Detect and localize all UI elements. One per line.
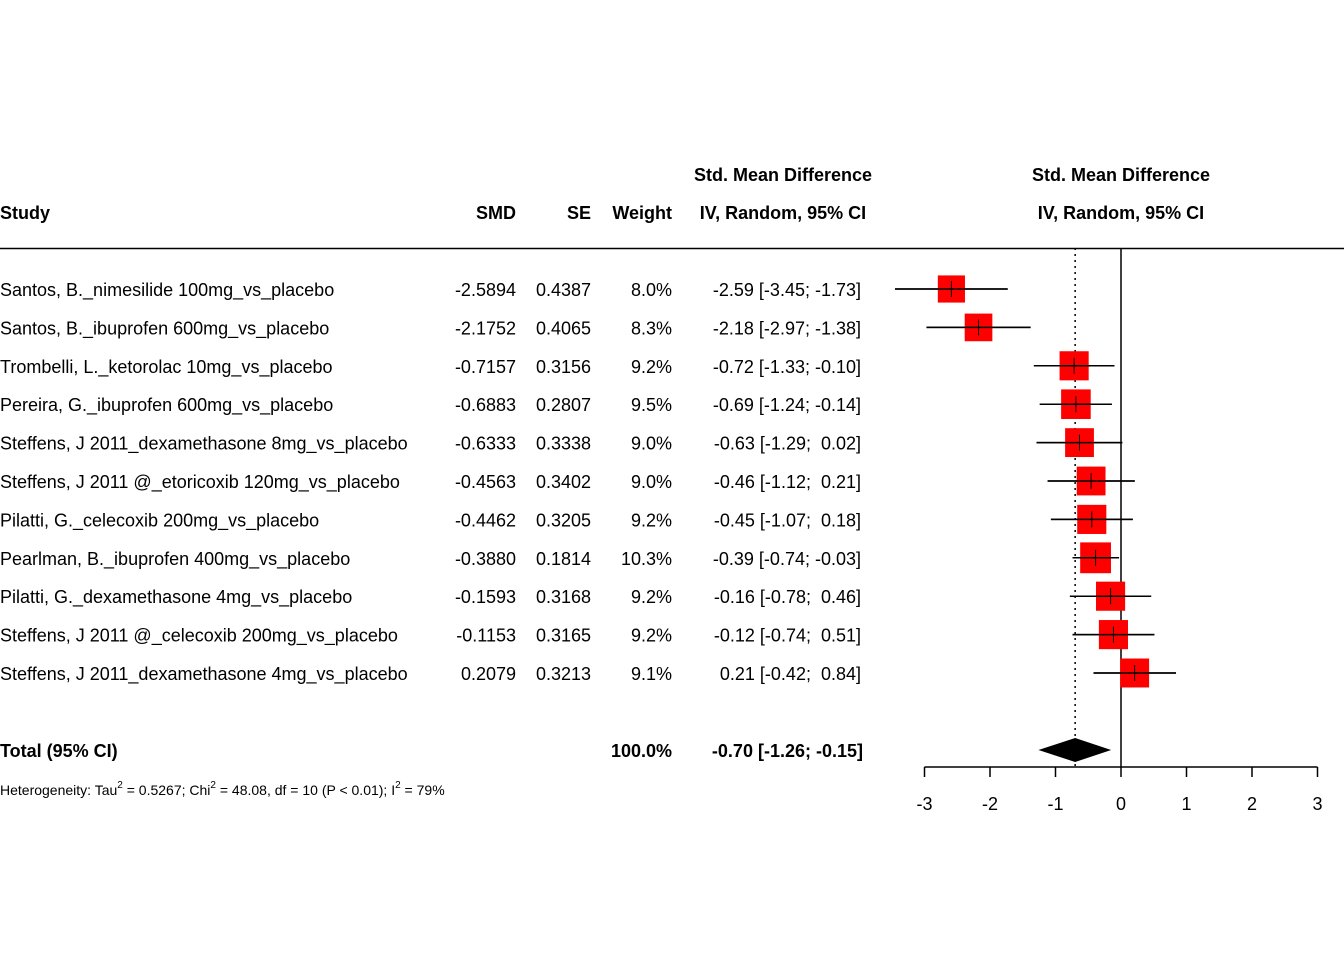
study-weight: 9.0%: [631, 434, 672, 454]
x-tick-label: 0: [1116, 794, 1126, 814]
header-smd: SMD: [476, 203, 516, 223]
study-smd: -0.6883: [455, 395, 516, 415]
header-plot-bottom: IV, Random, 95% CI: [1038, 203, 1204, 223]
study-se: 0.4387: [536, 280, 591, 300]
study-smd: 0.2079: [461, 664, 516, 684]
study-se: 0.3156: [536, 357, 591, 377]
study-weight: 9.2%: [631, 626, 672, 646]
x-tick-label: -1: [1047, 794, 1063, 814]
pooled-diamond: [1038, 738, 1112, 762]
x-tick-label: 3: [1312, 794, 1322, 814]
study-name: Santos, B._ibuprofen 600mg_vs_placebo: [0, 318, 329, 339]
heterogeneity-i2: = 79%: [401, 782, 445, 798]
study-rows: Santos, B._nimesilide 100mg_vs_placebo -2…: [0, 280, 861, 685]
header-study: Study: [0, 203, 50, 223]
study-ci-label: -0.16 [-0.78; 0.46]: [714, 587, 861, 607]
x-tick-label: -3: [916, 794, 932, 814]
x-tick-label: 1: [1181, 794, 1191, 814]
i-superscript: 2: [395, 780, 401, 791]
plot-area: -3 -2 -1 0 1 2 3: [895, 248, 1323, 814]
study-weight: 9.5%: [631, 395, 672, 415]
study-smd: -0.6333: [455, 434, 516, 454]
study-name: Steffens, J 2011_dexamethasone 4mg_vs_pl…: [0, 664, 408, 685]
heterogeneity-tau2: = 0.5267; Chi: [123, 782, 211, 798]
study-weight: 9.1%: [631, 664, 672, 684]
study-weight: 9.2%: [631, 587, 672, 607]
heterogeneity-chi2: = 48.08, df = 10 (P < 0.01); I: [216, 782, 395, 798]
total-weight: 100.0%: [611, 741, 672, 761]
study-se: 0.3338: [536, 434, 591, 454]
study-se: 0.1814: [536, 549, 591, 569]
study-ci-label: 0.21 [-0.42; 0.84]: [720, 664, 861, 684]
study-ci-label: -0.45 [-1.07; 0.18]: [714, 510, 861, 530]
heterogeneity-text: Heterogeneity: Tau2 = 0.5267; Chi2 = 48.…: [0, 780, 445, 798]
study-smd: -0.1593: [455, 587, 516, 607]
study-name: Pearlman, B._ibuprofen 400mg_vs_placebo: [0, 549, 350, 570]
study-smd: -0.7157: [455, 357, 516, 377]
study-weight: 9.2%: [631, 357, 672, 377]
study-ci-label: -0.63 [-1.29; 0.02]: [714, 434, 861, 454]
study-name: Steffens, J 2011 @_celecoxib 200mg_vs_pl…: [0, 626, 398, 647]
study-ci-label: -0.69 [-1.24; -0.14]: [713, 395, 861, 415]
study-name: Steffens, J 2011_dexamethasone 8mg_vs_pl…: [0, 434, 408, 455]
study-se: 0.3168: [536, 587, 591, 607]
study-weight: 8.0%: [631, 280, 672, 300]
study-ci-label: -0.46 [-1.12; 0.21]: [714, 472, 861, 492]
header-ci-bottom: IV, Random, 95% CI: [700, 203, 866, 223]
study-se: 0.3213: [536, 664, 591, 684]
study-smd: -2.1752: [455, 318, 516, 338]
study-smd: -2.5894: [455, 280, 516, 300]
study-smd: -0.4563: [455, 472, 516, 492]
study-ci-label: -2.59 [-3.45; -1.73]: [713, 280, 861, 300]
tau-superscript: 2: [117, 780, 123, 791]
study-smd: -0.3880: [455, 549, 516, 569]
study-ci-label: -0.39 [-0.74; -0.03]: [713, 549, 861, 569]
study-weight: 9.2%: [631, 510, 672, 530]
study-smd: -0.1153: [456, 626, 516, 646]
study-weight: 10.3%: [621, 549, 672, 569]
header-ci-top: Std. Mean Difference: [694, 165, 872, 185]
heterogeneity-prefix: Heterogeneity: Tau: [0, 782, 117, 798]
study-name: Pereira, G._ibuprofen 600mg_vs_placebo: [0, 395, 333, 416]
study-smd: -0.4462: [455, 510, 516, 530]
study-name: Pilatti, G._dexamethasone 4mg_vs_placebo: [0, 587, 352, 608]
study-ci-label: -0.12 [-0.74; 0.51]: [714, 626, 861, 646]
study-se: 0.3205: [536, 510, 591, 530]
header-plot-top: Std. Mean Difference: [1032, 165, 1210, 185]
study-se: 0.3165: [536, 626, 591, 646]
study-ci-label: -0.72 [-1.33; -0.10]: [713, 357, 861, 377]
study-se: 0.2807: [536, 395, 591, 415]
header-se: SE: [567, 203, 591, 223]
study-se: 0.4065: [536, 318, 591, 338]
study-name: Santos, B._nimesilide 100mg_vs_placebo: [0, 280, 334, 301]
x-tick-label: -2: [982, 794, 998, 814]
study-name: Trombelli, L._ketorolac 10mg_vs_placebo: [0, 357, 333, 378]
study-ci-label: -2.18 [-2.97; -1.38]: [713, 318, 861, 338]
header-weight: Weight: [612, 203, 672, 223]
study-se: 0.3402: [536, 472, 591, 492]
study-name: Pilatti, G._celecoxib 200mg_vs_placebo: [0, 510, 319, 531]
study-weight: 9.0%: [631, 472, 672, 492]
study-weight: 8.3%: [631, 318, 672, 338]
total-label: Total (95% CI): [0, 741, 118, 761]
x-tick-label: 2: [1247, 794, 1257, 814]
chi-superscript: 2: [210, 780, 216, 791]
study-name: Steffens, J 2011 @_etoricoxib 120mg_vs_p…: [0, 472, 400, 493]
total-ci-label: -0.70 [-1.26; -0.15]: [712, 741, 863, 761]
